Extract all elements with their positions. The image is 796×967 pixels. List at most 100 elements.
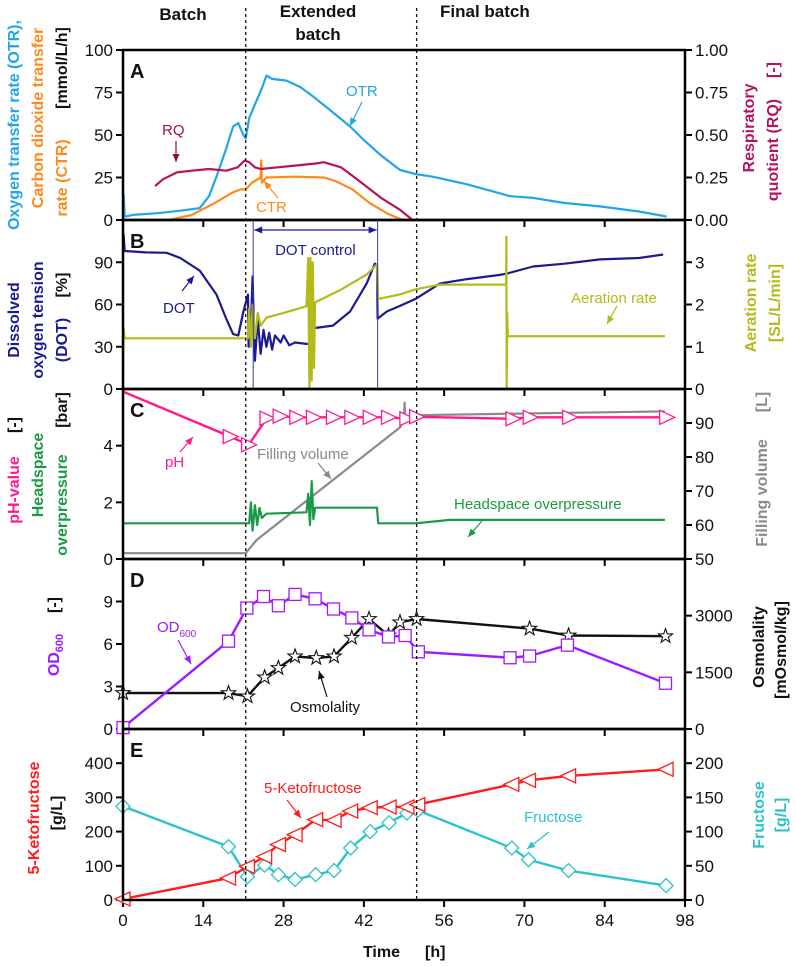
y-tick-label-right: 0.25 — [695, 169, 728, 188]
annotation-aeration: Aeration rate — [571, 290, 657, 307]
data-point-marker — [362, 409, 380, 426]
dot-control-arrow-left — [254, 226, 316, 234]
y-tick-label-left: 60 — [94, 296, 113, 315]
y-label-aeration-unit: [SL/L/min] — [767, 264, 784, 342]
y-tick-label-left: 100 — [85, 857, 113, 876]
annotation-aeration-arrow-head — [607, 315, 614, 324]
y-tick-label-left: 200 — [85, 823, 113, 842]
annotation-od600: OD600 — [157, 619, 197, 640]
x-tick-label: 98 — [676, 911, 695, 930]
phase-label-extended-1: Extended — [280, 2, 357, 21]
y-tick-label-left: 0 — [104, 550, 113, 569]
y-label-dot-2: oxygen tension — [30, 261, 47, 378]
series-dot — [122, 234, 664, 362]
y-label-od-unit: [-] — [46, 597, 63, 613]
y-label-unit-b: [%] — [54, 273, 71, 298]
annotation-otr-arrow — [349, 101, 363, 127]
data-point-marker — [360, 799, 378, 816]
data-point-marker — [324, 812, 342, 829]
y-tick-label-right: 100 — [695, 823, 723, 842]
data-point-marker — [344, 409, 362, 426]
series-line — [123, 480, 665, 532]
x-tick-label: 28 — [274, 911, 293, 930]
data-point-marker — [658, 676, 673, 690]
data-point-marker — [218, 870, 237, 887]
y-label-ctr: Carbon dioxide transfer — [30, 28, 47, 208]
dot-control-arrow-right — [315, 226, 377, 234]
x-tick-label: 42 — [354, 911, 373, 930]
series-line — [123, 401, 665, 555]
x-axis-label: Time — [363, 944, 400, 961]
annotation-aeration-arrow — [606, 305, 618, 325]
data-point-marker — [289, 409, 307, 426]
annotation-otr: OTR — [346, 83, 378, 100]
x-tick-label: 14 — [194, 911, 213, 930]
x-tick-label: 56 — [435, 911, 454, 930]
data-point-marker — [326, 862, 342, 879]
data-point-marker — [286, 647, 304, 664]
panel-c: 0 2 4 50 60 70 80 90 C — [104, 387, 714, 569]
series-ctr — [168, 159, 405, 222]
y-tick-label-left: 2 — [104, 493, 113, 512]
data-point-marker — [307, 866, 324, 883]
data-point-marker — [272, 408, 290, 425]
annotation-ketofructose: 5-Ketofructose — [264, 780, 362, 797]
annotation-dot: DOT — [163, 300, 195, 317]
data-point-marker — [240, 601, 254, 615]
panel-frame — [121, 48, 687, 222]
annotation-od: OD — [157, 619, 180, 636]
panel-e: 0 100 200 300 400 0 50 100 150 200 0 14 28 42 56 70 84 98… — [85, 727, 723, 930]
y-tick-label-right: 60 — [695, 516, 714, 535]
y-tick-label-left: 30 — [94, 338, 113, 357]
data-point-marker — [380, 409, 399, 426]
annotation-ph-arrow-head — [185, 437, 193, 446]
y-tick-label-right: 90 — [695, 414, 714, 433]
y-label-ctr-2: rate (CTR) — [54, 139, 71, 216]
y-label-headspace-2: overpressure — [54, 454, 71, 555]
data-point-marker — [560, 638, 575, 652]
y-tick-label-right: 200 — [695, 754, 723, 773]
y-label-osmolality: Osmolality — [751, 606, 768, 688]
panel-letter: C — [130, 400, 144, 422]
y-tick-label-right: 80 — [695, 448, 714, 467]
annotation-filling-arrow-head — [323, 470, 331, 479]
y-label-otr: Oxygen transfer rate (OTR), — [6, 20, 23, 230]
data-point-marker — [520, 619, 539, 637]
y-tick-label-left: 6 — [104, 635, 113, 654]
y-label-aeration: Aeration rate — [743, 254, 760, 353]
data-point-marker — [306, 811, 324, 828]
data-point-marker — [222, 428, 240, 445]
dot-control-arrow-right-head — [368, 226, 377, 234]
data-point-marker — [270, 866, 287, 883]
series-rq — [154, 159, 414, 221]
y-label-ph: pH-value — [6, 456, 23, 524]
series-line — [121, 235, 665, 391]
data-point-marker — [560, 862, 577, 879]
annotation-rq: RQ — [162, 122, 185, 139]
y-tick-label-right: 0 — [695, 720, 704, 739]
annotation-dot-control: DOT control — [275, 242, 356, 259]
y-label-rq-2: quotient (RQ) — [765, 99, 782, 201]
y-tick-label-left: 9 — [104, 593, 113, 612]
data-point-marker — [398, 628, 412, 643]
data-point-marker — [345, 611, 359, 625]
y-tick-label-right: 0 — [695, 380, 704, 399]
annotation-ctr-arrow-head — [264, 181, 272, 190]
data-point-marker — [287, 871, 303, 888]
series-line — [122, 805, 667, 887]
series-otr — [121, 74, 667, 221]
y-label-osmolality-unit: [mOsmol/kg] — [773, 601, 790, 699]
y-tick-label-left: 0 — [104, 891, 113, 910]
annotation-headspace-arrow-head — [468, 528, 476, 537]
series-line — [122, 768, 667, 901]
data-point-marker — [219, 683, 238, 701]
y-tick-label-right: 0 — [695, 891, 704, 910]
panel-frame — [121, 557, 687, 731]
phase-label-final: Final batch — [440, 2, 530, 21]
y-label-headspace: Headspace — [30, 433, 47, 518]
data-point-marker — [220, 838, 237, 855]
annotation-ctr: CTR — [256, 199, 287, 216]
data-point-marker — [522, 409, 540, 426]
panel-a: 0 25 50 75 100 0.00 0.25 0.50 0.75 1.00 A — [85, 41, 728, 230]
y-tick-label-left: 0 — [104, 720, 113, 739]
